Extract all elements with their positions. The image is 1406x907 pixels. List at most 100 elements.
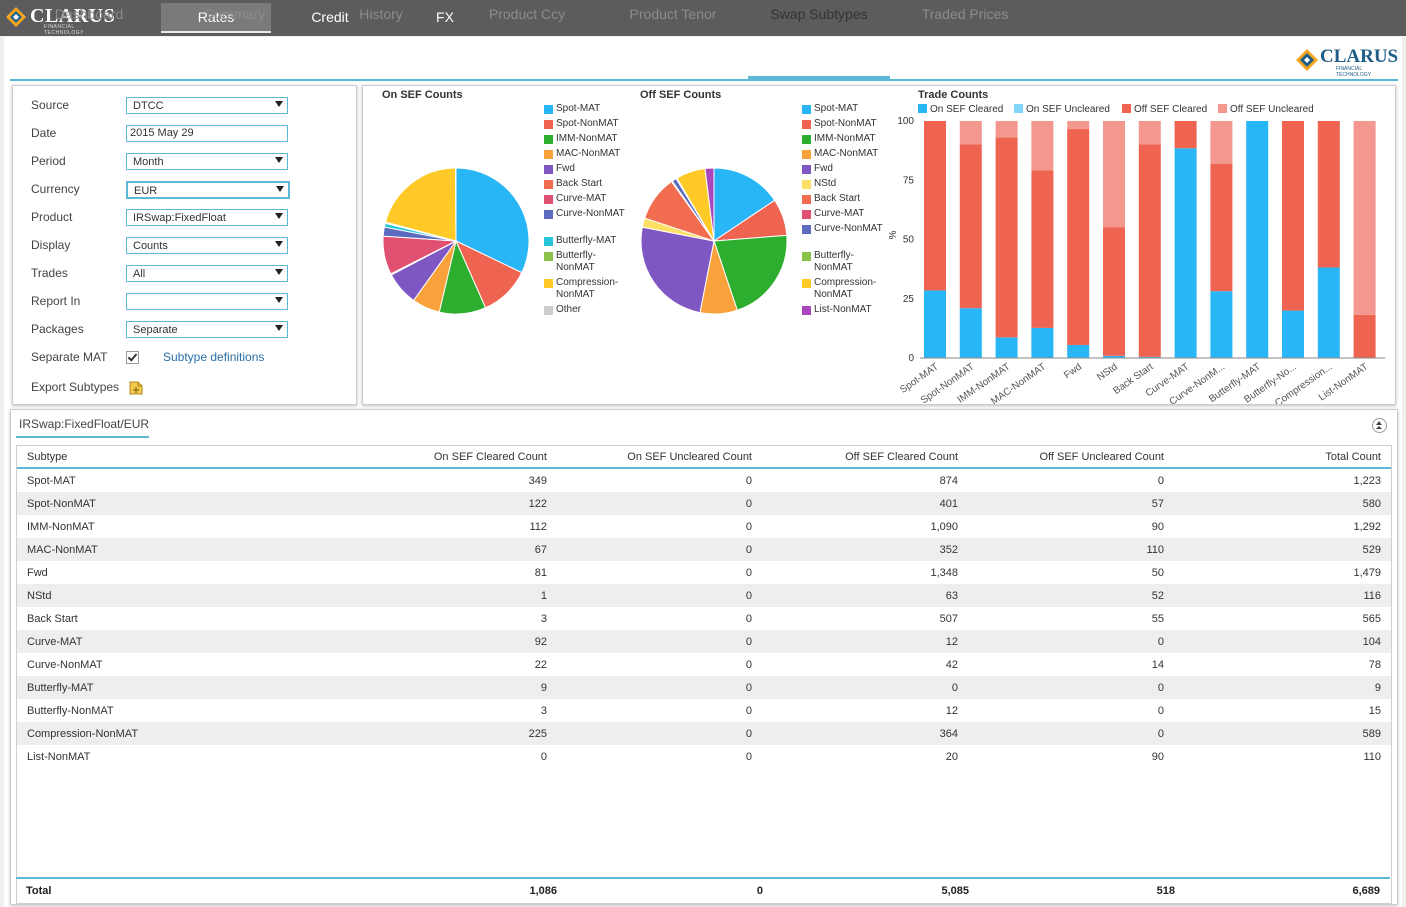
column-header-on-sef-cleared[interactable]: On SEF Cleared Count <box>337 446 557 469</box>
bar-segment[interactable] <box>959 308 982 358</box>
bar-segment[interactable] <box>1174 148 1197 358</box>
subtype-definitions-link[interactable]: Subtype definitions <box>163 350 265 364</box>
bar-segment[interactable] <box>1067 121 1090 130</box>
bar-segment[interactable] <box>1353 314 1376 358</box>
pie-slice-fwd[interactable] <box>640 226 715 314</box>
display-label: Display <box>31 238 71 252</box>
pie-slice-imm-nonmat[interactable] <box>713 234 788 311</box>
bar-segment[interactable] <box>1138 356 1161 358</box>
legend-swatch <box>544 252 553 261</box>
tab-credit[interactable]: Credit <box>311 9 349 25</box>
bar-segment[interactable] <box>924 121 946 291</box>
column-header-total[interactable]: Total Count <box>1174 446 1391 469</box>
table-row[interactable]: List-NonMAT 0 0 20 90 110 <box>17 745 1391 768</box>
source-select[interactable]: DTCC <box>126 97 288 114</box>
pie-slice-spot-mat[interactable] <box>455 167 530 274</box>
collapse-panel-button[interactable] <box>1372 418 1387 433</box>
bar-segment[interactable] <box>995 337 1018 358</box>
export-icon[interactable] <box>128 380 144 396</box>
bar-segment[interactable] <box>1210 163 1233 292</box>
table-row[interactable]: MAC-NonMAT 67 0 352 110 529 <box>17 538 1391 561</box>
bar-segment[interactable] <box>1138 121 1161 145</box>
legend-swatch <box>1014 104 1023 113</box>
bar-segment[interactable] <box>1317 121 1340 268</box>
bar-segment[interactable] <box>1246 121 1269 358</box>
bar-segment[interactable] <box>1210 291 1233 358</box>
column-header-subtype[interactable]: Subtype <box>17 446 337 469</box>
bar-segment[interactable] <box>995 121 1018 138</box>
separate-mat-checkbox[interactable] <box>126 351 139 364</box>
subtab-swap-subtypes[interactable]: Swap Subtypes <box>770 6 868 22</box>
legend-label: On SEF Cleared <box>930 104 1004 115</box>
bar-segment[interactable] <box>1317 267 1340 358</box>
bar-segment[interactable] <box>1031 170 1054 328</box>
table-row[interactable]: Curve-MAT 92 0 12 0 104 <box>17 630 1391 653</box>
date-input[interactable]: 2015 May 29 <box>126 125 288 142</box>
bar-segment[interactable] <box>1103 355 1125 358</box>
column-header-on-sef-uncleared[interactable]: On SEF Uncleared Count <box>557 446 762 469</box>
legend-item[interactable]: Off SEF Uncleared <box>1218 104 1314 116</box>
legend-item[interactable]: On SEF Uncleared <box>1014 104 1110 116</box>
packages-select[interactable]: Separate <box>126 321 288 338</box>
table-row[interactable]: Compression-NonMAT 225 0 364 0 589 <box>17 722 1391 745</box>
subtab-dashboard[interactable]: Dashboard <box>54 6 124 22</box>
pie-slice-list-nonmat[interactable] <box>704 167 715 242</box>
table-row[interactable]: Back Start 3 0 507 55 565 <box>17 607 1391 630</box>
table-row[interactable]: Curve-NonMAT 22 0 42 14 78 <box>17 653 1391 676</box>
subtab-traded-prices[interactable]: Traded Prices <box>921 6 1009 22</box>
bar-segment[interactable] <box>1210 121 1233 164</box>
subtab-product-ccy[interactable]: Product Ccy <box>488 6 566 22</box>
bar-segment[interactable] <box>1282 310 1304 358</box>
table-row[interactable]: Fwd 81 0 1,348 50 1,479 <box>17 561 1391 584</box>
bar-segment[interactable] <box>1031 327 1054 358</box>
bar-segment[interactable] <box>924 290 946 358</box>
bar-segment[interactable] <box>1174 121 1197 149</box>
subtab-summary[interactable]: Summary <box>205 6 265 22</box>
export-subtypes-label: Export Subtypes <box>31 380 120 394</box>
bar-segment[interactable] <box>1067 129 1090 345</box>
bar-segment[interactable] <box>1103 121 1125 228</box>
bar-segment[interactable] <box>1103 227 1125 356</box>
table-row[interactable]: Spot-MAT 349 0 874 0 1,223 <box>17 468 1391 492</box>
column-header-off-sef-cleared[interactable]: Off SEF Cleared Count <box>762 446 968 469</box>
cell-off-sef-cleared: 63 <box>762 584 968 607</box>
bar-segment[interactable] <box>995 137 1018 338</box>
bar-segment[interactable] <box>1138 144 1161 357</box>
table-row[interactable]: Butterfly-NonMAT 3 0 12 0 15 <box>17 699 1391 722</box>
bar-segment[interactable] <box>1353 121 1376 315</box>
legend-swatch <box>802 135 811 144</box>
trades-select[interactable]: All <box>126 265 288 282</box>
legend-item[interactable]: On SEF Cleared <box>918 104 1003 116</box>
cell-off-sef-cleared: 0 <box>762 676 968 699</box>
bar-segment[interactable] <box>959 144 982 309</box>
pie-slice-compression-nonmat[interactable] <box>384 167 457 242</box>
report-in-select[interactable] <box>126 293 288 310</box>
table-row[interactable]: Butterfly-MAT 9 0 0 0 9 <box>17 676 1391 699</box>
pie-slice-spot-mat[interactable] <box>713 167 776 242</box>
legend-label: Compression-NonMAT <box>556 277 619 300</box>
tab-fx[interactable]: FX <box>436 9 454 25</box>
cell-on-sef-cleared: 1 <box>337 584 557 607</box>
bar-segment[interactable] <box>1031 121 1054 171</box>
legend-swatch <box>544 165 553 174</box>
chevron-down-icon <box>275 325 283 331</box>
period-select[interactable]: Month <box>126 153 288 170</box>
table-row[interactable]: Spot-NonMAT 122 0 401 57 580 <box>17 492 1391 515</box>
bar-segment[interactable] <box>959 121 982 145</box>
table-row[interactable]: IMM-NonMAT 112 0 1,090 90 1,292 <box>17 515 1391 538</box>
legend-label: Curve-MAT <box>556 193 607 204</box>
bar-segment[interactable] <box>1282 121 1304 311</box>
display-select[interactable]: Counts <box>126 237 288 254</box>
y-tick-label: 100 <box>897 116 914 127</box>
cell-off-sef-uncleared: 0 <box>968 676 1174 699</box>
tab-rates[interactable]: Rates <box>161 3 271 33</box>
bar-segment[interactable] <box>1067 344 1090 358</box>
table-row[interactable]: NStd 1 0 63 52 116 <box>17 584 1391 607</box>
subtab-product-tenor[interactable]: Product Tenor <box>629 6 717 22</box>
cell-total: 529 <box>1174 538 1391 561</box>
currency-select[interactable]: EUR <box>126 181 290 199</box>
legend-item[interactable]: Off SEF Cleared <box>1122 104 1207 116</box>
subtab-history[interactable]: History <box>359 6 403 22</box>
product-select[interactable]: IRSwap:FixedFloat <box>126 209 288 226</box>
column-header-off-sef-uncleared[interactable]: Off SEF Uncleared Count <box>968 446 1174 469</box>
